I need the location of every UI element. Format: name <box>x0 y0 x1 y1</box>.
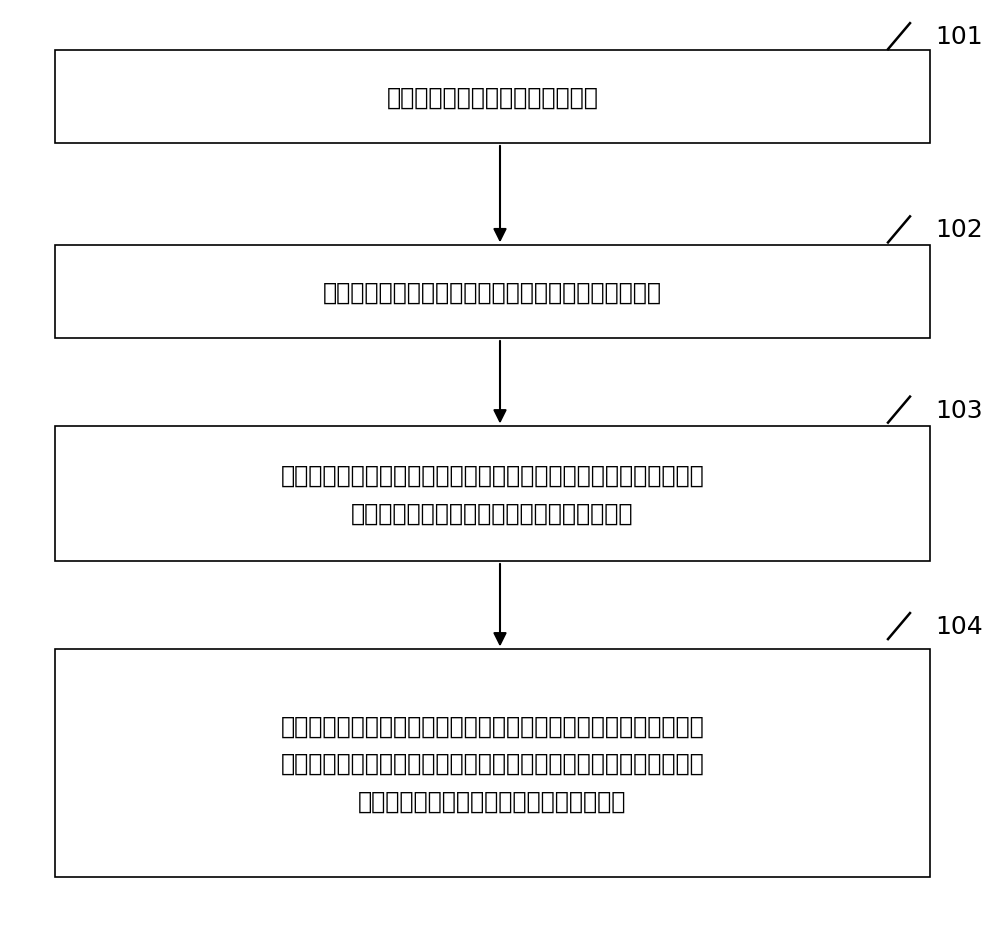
Bar <box>55 51 930 144</box>
Text: 基于所述终端设备的能力信息、所述至少一个相邻小区的能力信息，
为所述终端设备选取至少一个待测量相邻小区: 基于所述终端设备的能力信息、所述至少一个相邻小区的能力信息， 为所述终端设备选取… <box>281 464 704 524</box>
Text: 获取至少一个相邻小区的能力信息: 获取至少一个相邻小区的能力信息 <box>387 85 598 110</box>
Bar <box>55 650 930 877</box>
Text: 102: 102 <box>935 218 983 242</box>
Text: 基于所述终端设备上报的针对至少一个待测量相邻小区的测量报告，
确定将所述终端设备切换至所述至少一个待测量相邻小区中的目标小
区、或者、确定为所述终端设备配置双连: 基于所述终端设备上报的针对至少一个待测量相邻小区的测量报告， 确定将所述终端设备… <box>281 714 704 813</box>
Text: 103: 103 <box>935 398 983 422</box>
Bar <box>55 246 930 339</box>
Text: 101: 101 <box>935 25 983 49</box>
Bar <box>55 427 930 561</box>
Text: 104: 104 <box>935 614 983 638</box>
Text: 获取处于自身管理的服务小区内的终端设备的能力信息: 获取处于自身管理的服务小区内的终端设备的能力信息 <box>323 280 662 304</box>
